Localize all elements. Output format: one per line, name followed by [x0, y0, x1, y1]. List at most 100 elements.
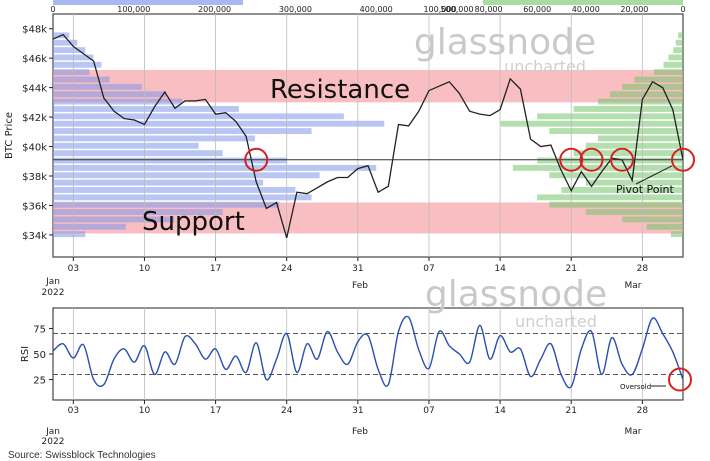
volume-bar-buy — [53, 194, 312, 201]
volume-bar-sell — [500, 120, 683, 127]
volume-bar-buy — [53, 91, 167, 98]
volume-bar-sell — [561, 187, 683, 193]
volume-bar-buy — [53, 135, 255, 142]
volume-bar-buy — [53, 120, 385, 127]
price-ytick-label: $38k — [22, 172, 47, 183]
watermark-brand: glassnode — [414, 22, 596, 63]
volume-axis-tick-right: 80,000 — [475, 5, 503, 14]
oversold-circle — [668, 367, 692, 392]
price-ytick-label: $36k — [22, 201, 47, 212]
price-ytick-label: $46k — [22, 54, 47, 65]
rsi-ytick-label: 75 — [33, 324, 46, 335]
pivot-circle — [579, 147, 604, 172]
volume-bar-sell — [585, 209, 683, 215]
volume-bar-buy — [53, 150, 223, 157]
month-label-jan: Jan — [45, 277, 60, 287]
volume-axis-tick-left: 500,000 — [440, 5, 473, 14]
price-xtick-label: 21 — [565, 264, 576, 274]
volume-bar-sell — [646, 223, 683, 230]
rsi-xtick-label: 14 — [494, 406, 506, 416]
volume-bar-buy — [53, 69, 90, 76]
volume-bar-sell — [653, 69, 683, 76]
rsi-line — [52, 315, 684, 389]
volume-bar-buy — [53, 113, 344, 120]
volume-axis-tick-right: 60,000 — [523, 5, 551, 14]
rsi-xtick-label: 28 — [637, 406, 649, 416]
volume-bar-buy — [53, 172, 320, 179]
month-label-mar: Mar — [625, 281, 642, 291]
volume-bar-buy — [53, 76, 110, 83]
volume-axis-tick-right: 40,000 — [572, 5, 600, 14]
resistance-label: Resistance — [270, 75, 410, 105]
pivot-circle — [559, 147, 584, 172]
rsi-month-label-jan: Jan — [45, 427, 60, 437]
price-xtick-label: 17 — [210, 264, 221, 274]
price-ytick-label: $42k — [22, 113, 47, 124]
volume-bar-buy — [53, 142, 199, 149]
rsi-xtick-label: 24 — [281, 406, 293, 416]
pivot-circle — [671, 147, 695, 172]
volume-axis-tick-left: 400,000 — [360, 5, 393, 14]
volume-axis-tick-right: 20,000 — [620, 5, 648, 14]
volume-bar-buy — [53, 98, 183, 105]
volume-bar-sell — [585, 179, 683, 186]
volume-axis-strip-left — [53, 0, 243, 5]
volume-bar-sell — [610, 91, 683, 98]
watermark-sub: uncharted — [515, 312, 597, 331]
price-ytick-label: $34k — [22, 231, 47, 242]
rsi-xtick-label: 03 — [68, 406, 79, 416]
price-xtick-label: 07 — [423, 264, 434, 274]
volume-bar-buy — [53, 39, 78, 46]
volume-bar-sell — [537, 113, 683, 120]
price-xtick-label: 14 — [494, 264, 506, 274]
price-xtick-label: 03 — [68, 264, 79, 274]
btc-price-line — [52, 33, 684, 239]
volume-bar-sell — [678, 32, 683, 39]
volume-bar-buy — [53, 106, 239, 112]
rsi-year-label: 2022 — [42, 437, 65, 447]
price-xtick-label: 31 — [352, 264, 363, 274]
rsi-xtick-label: 21 — [565, 406, 576, 416]
volume-bar-sell — [573, 106, 683, 112]
volume-bar-sell — [670, 231, 683, 238]
price-xtick-label: 24 — [281, 264, 293, 274]
volume-bar-sell — [549, 128, 683, 134]
rsi-month-label-mar: Mar — [625, 427, 642, 437]
price-ytick-label: $48k — [22, 25, 47, 36]
rsi-month-label-feb: Feb — [352, 427, 368, 437]
source-note: Source: Swissblock Technologies — [8, 450, 156, 461]
volume-bar-buy — [53, 216, 175, 223]
volume-bar-buy — [53, 179, 264, 186]
volume-axis-tick-left: 0 — [50, 5, 55, 14]
rsi-ylabel: RSI — [20, 346, 31, 362]
volume-bar-buy — [53, 47, 86, 53]
rsi-xtick-label: 10 — [139, 406, 151, 416]
volume-axis-tick-left: 100,000 — [117, 5, 150, 14]
volume-bar-buy — [53, 231, 86, 238]
volume-bar-buy — [53, 201, 280, 208]
rsi-xtick-label: 07 — [423, 406, 434, 416]
volume-bar-buy — [53, 83, 142, 90]
rsi-plot-frame — [52, 307, 684, 401]
month-label-feb: Feb — [352, 281, 368, 291]
volume-axis-tick-left: 300,000 — [279, 5, 312, 14]
volume-bar-buy — [53, 209, 223, 215]
rsi-ytick-label: 25 — [33, 376, 46, 387]
rsi-ytick-label: 50 — [33, 350, 46, 361]
volume-bar-buy — [53, 128, 312, 134]
volume-bar-buy — [53, 187, 296, 193]
volume-axis-tick-right: 100,000 — [423, 5, 456, 14]
pivot-point-label: Pivot Point — [616, 183, 674, 196]
pivot-circle — [610, 147, 635, 172]
volume-bar-buy — [53, 61, 102, 68]
volume-bar-sell — [549, 201, 683, 208]
oversold-label: Oversold — [620, 383, 651, 391]
price-xtick-label: 28 — [637, 264, 649, 274]
support-label: Support — [142, 207, 245, 237]
watermark-sub: uncharted — [504, 57, 586, 76]
volume-bar-sell — [675, 39, 683, 46]
